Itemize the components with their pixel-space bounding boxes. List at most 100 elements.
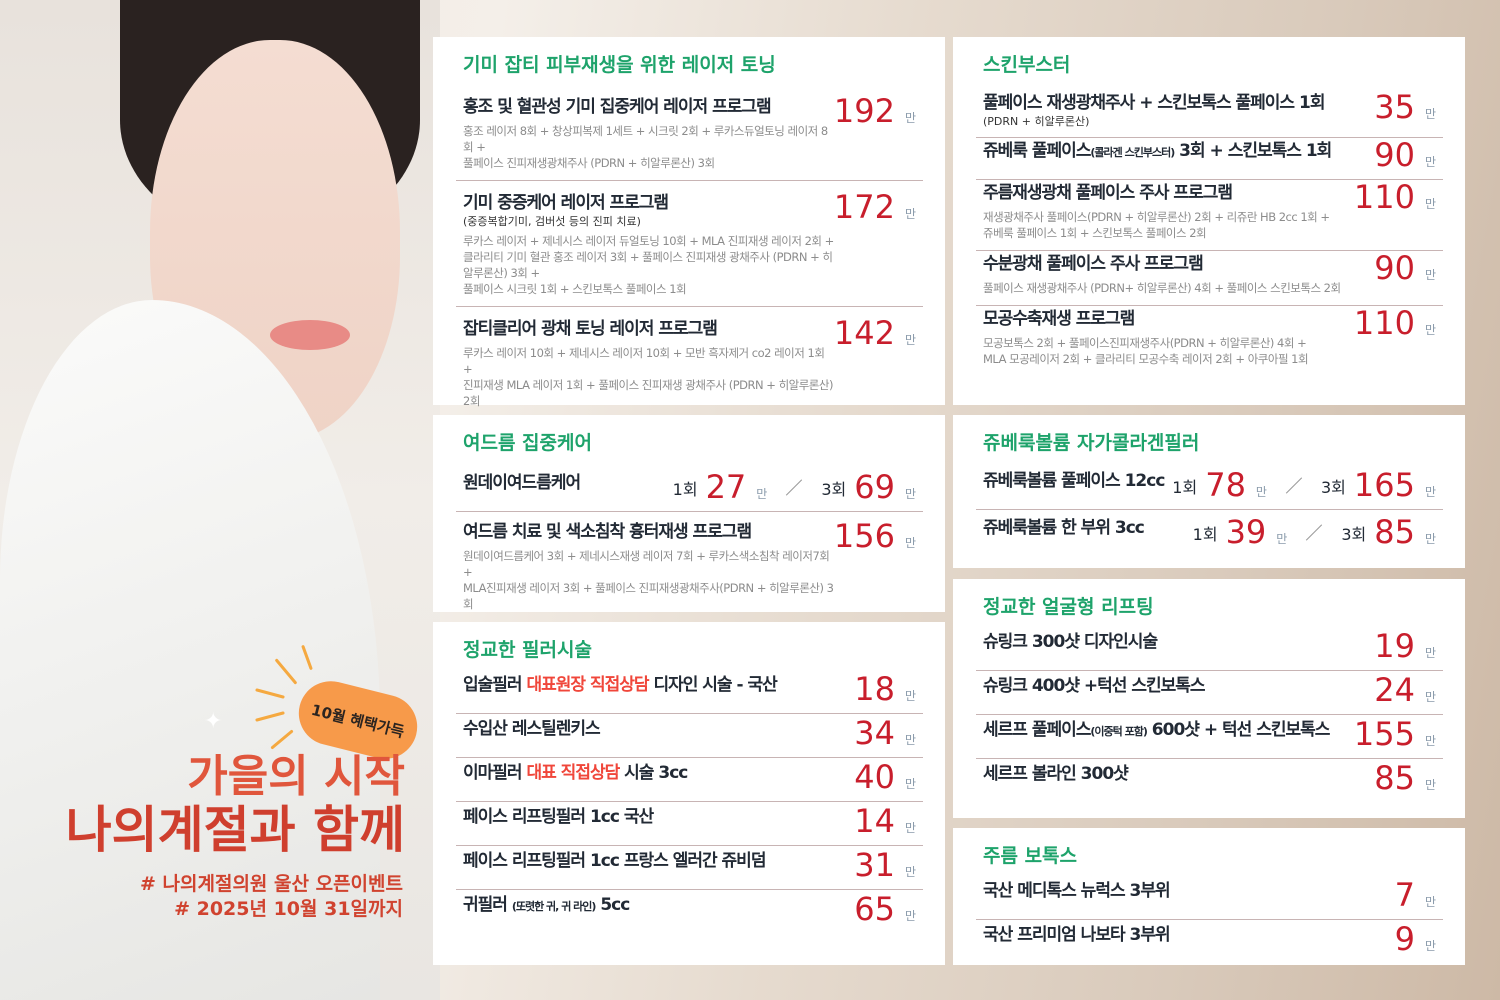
- price-unit: 만: [1424, 155, 1436, 169]
- item-name: 귀필러 (또렷한 귀, 귀 라인) 5cc: [463, 895, 854, 917]
- menu-panel: 쥬베룩볼륨 자가콜라겐필러 쥬베룩볼륨 풀페이스 12cc 1회 78 만 3회 165 만 쥬…: [953, 415, 1465, 568]
- item-name-part: 세르프 볼라인 300샷: [983, 764, 1129, 784]
- price-value: 85: [1374, 759, 1415, 797]
- event-date-tag: # 2025년 10월 31일까지: [174, 898, 403, 920]
- item-info: 여드름 치료 및 색소침착 흉터재생 프로그램 원데이여드름케어 3회 + 제네시…: [463, 522, 834, 612]
- price-unit: 만: [904, 733, 916, 747]
- price-value: 24: [1374, 671, 1415, 709]
- item-info: 잡티클리어 광채 토닝 레이저 프로그램 루카스 레이저 10회 + 제네시스 레…: [463, 319, 834, 409]
- item-subtitle: (중증복합기미, 검버섯 등의 진피 치료): [463, 215, 641, 228]
- price-unit: 만: [904, 689, 916, 703]
- session-count: 3회: [1320, 477, 1346, 497]
- price: 31 만: [854, 846, 916, 884]
- menu-panel: 정교한 필러시술 입술필러 대표원장 직접상담 디자인 시술 - 국산 18 만 수입산…: [433, 622, 945, 965]
- item-name: 국산 프리미엄 나보타 3부위: [983, 925, 1395, 946]
- item-name-part: 귀필러: [463, 895, 512, 915]
- item-info: 쥬베룩볼륨 풀페이스 12cc: [983, 471, 1172, 492]
- price-value: 69: [854, 468, 895, 506]
- price-value: 31: [854, 846, 895, 884]
- item-name: 슈링크 400샷 +턱선 스킨보톡스: [983, 676, 1374, 697]
- price-value: 85: [1374, 513, 1415, 551]
- menu-item: 페이스 리프팅필러 1cc 국산 14 만: [456, 802, 923, 846]
- item-info: 슈링크 300샷 디자인시술: [983, 632, 1374, 653]
- price: 192 만: [834, 95, 916, 127]
- slash-divider: [1285, 477, 1303, 494]
- item-info: 이마필러 대표 직접상담 시술 3cc: [463, 763, 854, 784]
- menu-item: 쥬베룩 풀페이스(콜라겐 스킨부스터) 3회 + 스킨보톡스 1회 90 만: [976, 138, 1443, 180]
- section-title: 주름 보톡스: [983, 845, 1078, 867]
- price-unit: 만: [1424, 646, 1436, 660]
- price-value: 65: [854, 890, 895, 928]
- item-info: 세르프 풀페이스(이중턱 포함) 600샷 + 턱선 스킨보톡스: [983, 720, 1354, 742]
- item-name: 모공수축재생 프로그램: [983, 309, 1354, 330]
- dual-price: 1회 78 만 3회 165 만: [1172, 466, 1436, 504]
- price-value: 90: [1374, 136, 1415, 174]
- item-name-part: 슈링크 300샷 디자인시술: [983, 632, 1158, 652]
- item-name: 페이스 리프팅필러 1cc 프랑스 엘러간 쥬비덤: [463, 851, 854, 872]
- section-title: 스킨부스터: [983, 54, 1071, 76]
- item-name-part: 풀페이스 재생광채주사 + 스킨보톡스 풀페이스 1회: [983, 93, 1325, 113]
- price-unit: 만: [904, 487, 916, 501]
- price-unit: 만: [904, 821, 916, 835]
- price-unit: 만: [1424, 323, 1436, 337]
- item-name-part: 국산 메디톡스 뉴럭스 3부위: [983, 881, 1171, 901]
- session-count: 1회: [1172, 477, 1198, 497]
- price: 39 만: [1226, 516, 1288, 548]
- price-value: 78: [1205, 466, 1246, 504]
- item-info: 국산 메디톡스 뉴럭스 3부위: [983, 881, 1395, 902]
- item-name-part: 쥬베룩볼륨 한 부위 3cc: [983, 518, 1145, 538]
- item-detail: 홍조 레이저 8회 + 창상피복제 1세트 + 시크릿 2회 + 루카스듀얼토닝…: [463, 124, 828, 170]
- price-value: 90: [1374, 249, 1415, 287]
- item-name: 기미 중증케어 레이저 프로그램: [463, 193, 834, 214]
- price: 19 만: [1374, 630, 1436, 662]
- item-name-part: 세르프 풀페이스: [983, 720, 1091, 740]
- price-unit: 만: [1424, 734, 1436, 748]
- menu-item: 세르프 풀페이스(이중턱 포함) 600샷 + 턱선 스킨보톡스 155 만: [976, 715, 1443, 759]
- item-info: 슈링크 400샷 +턱선 스킨보톡스: [983, 676, 1374, 697]
- price-value: 110: [1353, 178, 1415, 216]
- item-info: 쥬베룩볼륨 한 부위 3cc: [983, 518, 1193, 539]
- item-name: 쥬베룩볼륨 한 부위 3cc: [983, 518, 1193, 539]
- price: 35 만: [1374, 91, 1436, 123]
- item-name-part: 슈링크 400샷 +턱선 스킨보톡스: [983, 676, 1206, 696]
- item-name-part: 시술 3cc: [619, 763, 688, 783]
- session-count: 3회: [821, 479, 847, 499]
- menu-item: 원데이여드름케어 1회 27 만 3회 69 만: [456, 463, 923, 512]
- item-name: 주름재생광채 풀페이스 주사 프로그램: [983, 183, 1354, 204]
- price-unit: 만: [1424, 778, 1436, 792]
- menu-item: 입술필러 대표원장 직접상담 디자인 시술 - 국산 18 만: [456, 670, 923, 714]
- item-name: 풀페이스 재생광채주사 + 스킨보톡스 풀페이스 1회: [983, 93, 1374, 114]
- section-title: 쥬베룩볼륨 자가콜라겐필러: [983, 432, 1200, 454]
- item-name: 세르프 볼라인 300샷: [983, 764, 1374, 785]
- item-subtitle: (PDRN + 히알루론산): [983, 115, 1090, 128]
- item-name-part: 홍조 및 혈관성 기미 집중케어 레이저 프로그램: [463, 97, 772, 117]
- item-name-part: (이중턱 포함): [1090, 725, 1147, 738]
- item-name-part: 국산 프리미엄 나보타 3부위: [983, 925, 1171, 945]
- headline-line1: 가을의 시작: [187, 751, 405, 802]
- price: 110 만: [1353, 178, 1436, 216]
- lips: [270, 320, 350, 350]
- price-unit: 만: [904, 207, 916, 221]
- menu-item: 이마필러 대표 직접상담 시술 3cc 40 만: [456, 758, 923, 802]
- item-name: 여드름 치료 및 색소침착 흉터재생 프로그램: [463, 522, 834, 543]
- menu-item: 모공수축재생 프로그램 모공보톡스 2회 + 풀페이스진피재생주사(PDRN + …: [976, 306, 1443, 376]
- session-count: 3회: [1341, 524, 1367, 544]
- item-name-part: 입술필러: [463, 675, 527, 695]
- menu-panel: 정교한 얼굴형 리프팅 슈링크 300샷 디자인시술 19 만 슈링크 400샷 +턱선…: [953, 579, 1465, 818]
- price-unit: 만: [904, 111, 916, 125]
- price-value: 7: [1394, 876, 1415, 914]
- item-name: 홍조 및 혈관성 기미 집중케어 레이저 프로그램: [463, 97, 834, 118]
- item-name: 잡티클리어 광채 토닝 레이저 프로그램: [463, 319, 834, 340]
- menu-item: 기미 중증케어 레이저 프로그램 (중증복합기미, 검버섯 등의 진피 치료) 루카…: [456, 181, 923, 307]
- price-value: 9: [1394, 920, 1415, 958]
- menu-item: 귀필러 (또렷한 귀, 귀 라인) 5cc 65 만: [456, 890, 923, 933]
- item-name: 쥬베룩볼륨 풀페이스 12cc: [983, 471, 1172, 492]
- price-unit: 만: [1424, 690, 1436, 704]
- item-name-part: 페이스 리프팅필러 1cc 프랑스 엘러간 쥬비덤: [463, 851, 766, 871]
- item-name-part: 여드름 치료 및 색소침착 흉터재생 프로그램: [463, 522, 752, 542]
- price: 78 만: [1205, 466, 1267, 504]
- menu-item: 수입산 레스틸렌키스 34 만: [456, 714, 923, 758]
- item-name-part: 잡티클리어 광채 토닝 레이저 프로그램: [463, 319, 718, 339]
